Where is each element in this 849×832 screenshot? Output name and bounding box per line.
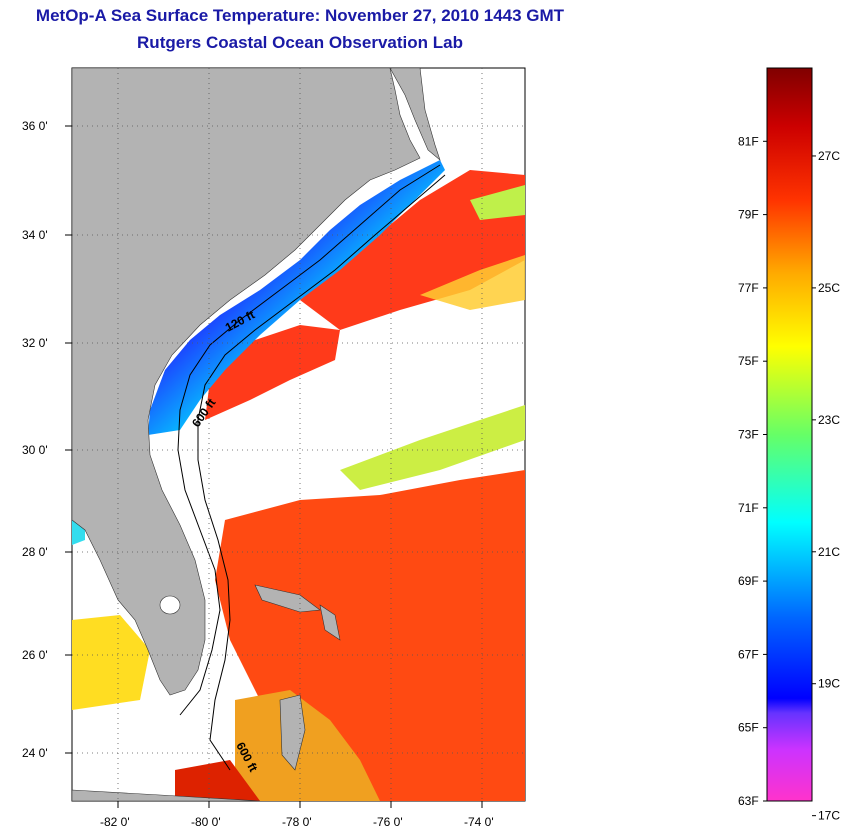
green-band-northeast <box>470 185 525 220</box>
lat-tick-label: 36 0' <box>22 119 48 133</box>
lon-tick-label: -74 0' <box>464 815 494 829</box>
green-band-middle <box>340 405 525 490</box>
lake-okeechobee <box>159 595 181 615</box>
contour-120ft-line <box>177 164 441 716</box>
land-mainland <box>72 68 421 696</box>
fahrenheit-tick-label: 81F <box>738 134 759 148</box>
celsius-tick-label: 19C <box>818 677 840 691</box>
fahrenheit-tick-label: 75F <box>738 354 759 368</box>
celsius-tick-label: 21C <box>818 545 840 559</box>
map-content <box>72 68 525 801</box>
fahrenheit-tick-label: 69F <box>738 574 759 588</box>
celsius-tick-label: 17C <box>818 809 840 823</box>
fahrenheit-tick-label: 65F <box>738 721 759 735</box>
map-subtitle: Rutgers Coastal Ocean Observation Lab <box>137 33 463 52</box>
fahrenheit-tick-label: 71F <box>738 501 759 515</box>
cool-water-offshore <box>420 255 525 310</box>
fahrenheit-ticks: 81F 79F 77F 75F 73F 71F 69F 67F 65F 63F <box>738 134 767 808</box>
fahrenheit-tick-label: 79F <box>738 208 759 222</box>
contour-600ft-line <box>197 174 446 771</box>
land-grand-bahama <box>254 584 321 613</box>
lat-tick-label: 28 0' <box>22 545 48 559</box>
latitude-axis <box>65 125 72 754</box>
lat-tick-label: 30 0' <box>22 443 48 457</box>
coastal-cold-band <box>148 160 445 435</box>
lat-tick-label: 34 0' <box>22 228 48 242</box>
celsius-tick-label: 25C <box>818 281 840 295</box>
land-cuba <box>72 789 261 801</box>
fahrenheit-tick-label: 73F <box>738 428 759 442</box>
land-abaco <box>319 604 341 641</box>
fahrenheit-tick-label: 67F <box>738 647 759 661</box>
lon-tick-label: -76 0' <box>373 815 403 829</box>
map-title: MetOp-A Sea Surface Temperature: Novembe… <box>35 6 565 25</box>
longitude-axis <box>117 801 483 808</box>
bahamas-bank <box>235 690 380 801</box>
lat-tick-label: 26 0' <box>22 648 48 662</box>
gulf-of-mexico-patch <box>72 615 150 710</box>
lon-tick-label: -78 0' <box>282 815 312 829</box>
color-scale-bar <box>766 67 813 802</box>
celsius-ticks: 27C 25C 23C 21C 19C 17C <box>812 149 840 823</box>
land-outer-banks <box>389 68 441 161</box>
celsius-tick-label: 23C <box>818 413 840 427</box>
fahrenheit-tick-label: 63F <box>738 794 759 808</box>
fahrenheit-tick-label: 77F <box>738 281 759 295</box>
land-andros <box>279 694 306 771</box>
grid-lines <box>72 68 525 801</box>
lon-tick-label: -80 0' <box>191 815 221 829</box>
lon-tick-label: -82 0' <box>100 815 130 829</box>
celsius-tick-label: 27C <box>818 149 840 163</box>
lat-tick-label: 32 0' <box>22 336 48 350</box>
keys-red-patch <box>175 760 260 801</box>
lat-tick-label: 24 0' <box>22 746 48 760</box>
